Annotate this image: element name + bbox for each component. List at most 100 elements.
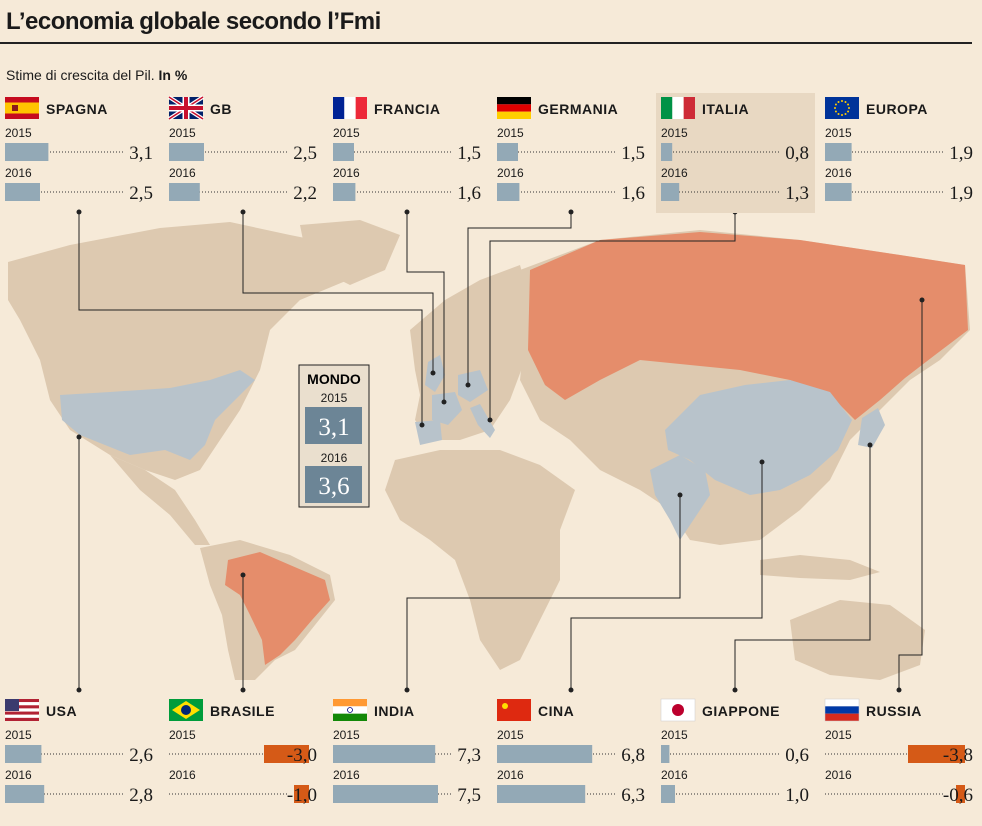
- country-name: BRASILE: [210, 703, 275, 719]
- greenland-landmass: [300, 220, 400, 285]
- year-label-2016: 2016: [497, 768, 524, 782]
- value-label-2015: -3,0: [287, 745, 317, 766]
- mondo-value-2016: 3,6: [318, 473, 349, 500]
- bar-2016: [497, 183, 520, 201]
- connector-end: [441, 399, 447, 405]
- subtitle-text: Stime di crescita del Pil.: [6, 67, 155, 83]
- connector-cina: [570, 462, 763, 690]
- year-label-2015: 2015: [497, 126, 524, 140]
- value-label-2016: -1,0: [287, 785, 317, 806]
- china-shape: [665, 380, 852, 495]
- year-label-2015: 2015: [5, 126, 32, 140]
- brazil-shape: [225, 552, 330, 665]
- country-name: EUROPA: [866, 101, 928, 117]
- bar-2015: [264, 745, 309, 763]
- subtitle-unit: In %: [158, 67, 188, 83]
- bar-2015: [333, 745, 436, 763]
- value-label-2016: 2,5: [129, 183, 153, 204]
- value-label-2016: 1,9: [949, 183, 973, 204]
- chart-title: L’economia globale secondo l’Fmi: [6, 8, 381, 35]
- panel-russia: RUSSIA 2015 -3,8 2016 -0,6: [824, 698, 973, 806]
- france-shape: [432, 392, 462, 425]
- country-name: ITALIA: [702, 101, 749, 117]
- year-label-2016: 2016: [661, 166, 688, 180]
- value-label-2016: -0,6: [943, 785, 973, 806]
- year-label-2016: 2016: [661, 768, 688, 782]
- panel-india: INDIA 2015 7,3 2016 7,5: [333, 699, 481, 806]
- country-name: GB: [210, 101, 232, 117]
- year-label-2016: 2016: [333, 768, 360, 782]
- value-label-2015: 3,1: [129, 143, 153, 164]
- connector-germania: [467, 212, 572, 385]
- year-label-2015: 2015: [5, 728, 32, 742]
- country-name: FRANCIA: [374, 101, 441, 117]
- usa-flag: [5, 699, 39, 721]
- mondo-year-2016: 2016: [321, 451, 348, 465]
- year-label-2015: 2015: [333, 728, 360, 742]
- mondo-label: MONDO: [307, 371, 361, 387]
- year-label-2016: 2016: [497, 166, 524, 180]
- italy-shape: [470, 404, 495, 438]
- year-label-2016: 2016: [169, 768, 196, 782]
- year-label-2015: 2015: [333, 126, 360, 140]
- indonesia-landmass: [760, 555, 880, 580]
- china-flag: [497, 699, 531, 721]
- bar-2015: [661, 143, 673, 161]
- bar-2016: [661, 785, 675, 803]
- connector-end: [430, 370, 436, 376]
- bar-2015: [5, 143, 49, 161]
- connector-dot: [240, 687, 246, 693]
- connector-dot: [76, 209, 82, 215]
- india-flag: [333, 699, 367, 721]
- panel-cina: CINA 2015 6,8 2016 6,3: [497, 699, 645, 806]
- connector-dot: [896, 687, 902, 693]
- germany-flag: [497, 97, 531, 119]
- panel-francia: FRANCIA 2015 1,5 2016 1,6: [333, 97, 481, 204]
- value-label-2016: 1,6: [621, 183, 645, 204]
- connector-end: [677, 492, 683, 498]
- connector-russia: [898, 300, 923, 690]
- japan-shape: [858, 408, 885, 448]
- connector-end: [759, 459, 765, 465]
- mondo-value-2015: 3,1: [318, 414, 349, 441]
- bar-2016: [294, 785, 309, 803]
- year-label-2015: 2015: [169, 126, 196, 140]
- year-label-2016: 2016: [825, 768, 852, 782]
- connector-dot: [568, 687, 574, 693]
- value-label-2015: 0,6: [785, 745, 809, 766]
- japan-flag: [660, 698, 696, 722]
- panel-spagna: SPAGNA 2015 3,1 2016 2,5: [5, 97, 153, 204]
- bar-2015: [169, 143, 204, 161]
- chart-subtitle: Stime di crescita del Pil. In %: [6, 67, 187, 83]
- bar-2015: [661, 745, 670, 763]
- panel-europa: EUROPA 2015 1,9 2016 1,9: [825, 97, 973, 204]
- germany-shape: [458, 370, 488, 402]
- country-name: CINA: [538, 703, 574, 719]
- mondo-value-box-2015: [305, 407, 362, 444]
- panel-germania: GERMANIA 2015 1,5 2016 1,6: [497, 97, 645, 204]
- connector-francia: [406, 212, 445, 402]
- value-label-2015: 1,5: [457, 143, 481, 164]
- country-name: GIAPPONE: [702, 703, 780, 719]
- bar-2015: [333, 143, 354, 161]
- connector-dot: [404, 687, 410, 693]
- connector-end: [76, 434, 82, 440]
- bar-2015: [497, 143, 518, 161]
- connector-end: [867, 442, 873, 448]
- bar-2016: [661, 183, 680, 201]
- mondo-year-2015: 2015: [321, 391, 348, 405]
- value-label-2015: 2,5: [293, 143, 317, 164]
- mondo-box: MONDO 2015 3,1 2016 3,6: [298, 364, 370, 508]
- year-label-2016: 2016: [825, 166, 852, 180]
- bar-2016: [5, 183, 40, 201]
- value-label-2016: 7,5: [457, 785, 481, 806]
- year-label-2015: 2015: [661, 126, 688, 140]
- brazil-flag: [169, 699, 203, 721]
- italy-flag: [661, 97, 695, 119]
- panel-italia: ITALIA 2015 0,8 2016 1,3: [656, 93, 815, 213]
- russia-flag: [824, 698, 860, 722]
- value-label-2015: 6,8: [621, 745, 645, 766]
- eu-flag: [825, 97, 859, 119]
- connector-lines: [76, 209, 925, 693]
- connector-end: [487, 417, 493, 423]
